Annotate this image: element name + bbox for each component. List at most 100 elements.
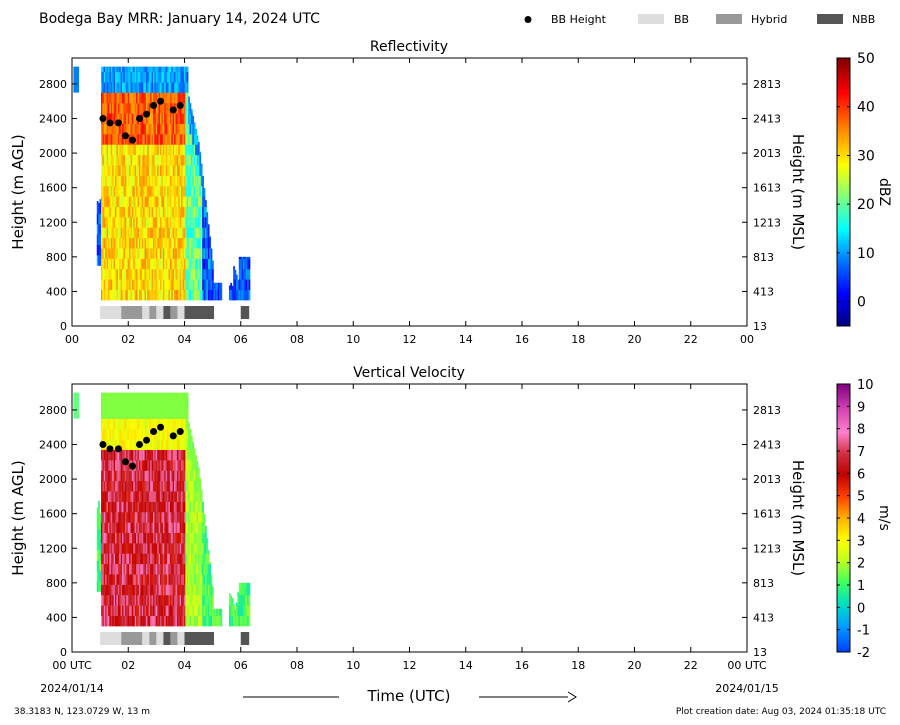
echo-cell (115, 470, 117, 482)
echo-cell (198, 141, 200, 145)
echo-cell (190, 268, 193, 280)
echo-cell (119, 418, 121, 430)
echo-cell (134, 66, 137, 73)
echo-cell (102, 615, 105, 627)
echo-cell (126, 268, 128, 280)
echo-cell (209, 279, 211, 290)
echo-cell (113, 71, 116, 83)
echo-cell (243, 584, 245, 596)
echo-cell (122, 154, 124, 166)
echo-cell (186, 397, 189, 409)
echo-cell (185, 594, 188, 606)
echo-cell (164, 574, 166, 585)
echo-cell (119, 491, 121, 502)
echo-cell (185, 82, 188, 93)
echo-cell (137, 397, 140, 409)
echo-cell (99, 560, 102, 572)
echo-cell (109, 113, 112, 124)
echo-cell (185, 428, 188, 440)
echo-cell (102, 206, 105, 218)
echo-cell (209, 268, 211, 280)
echo-cell (153, 553, 155, 565)
echo-cell (122, 392, 124, 399)
echo-cell (153, 574, 155, 585)
echo-cell (131, 449, 134, 461)
echo-cell (188, 439, 190, 450)
reflectivity-y2label: Height (m MSL) (789, 134, 807, 250)
echo-cell (145, 144, 148, 156)
y2-tick-label: 413 (753, 611, 774, 624)
echo-cell (108, 82, 110, 93)
echo-cell (162, 392, 165, 399)
echo-cell (175, 279, 178, 290)
echo-cell (164, 279, 166, 290)
echo-cell (126, 511, 128, 523)
echo-cell (240, 605, 242, 616)
echo-cell (131, 196, 134, 207)
echo-cell (209, 236, 211, 239)
echo-cell (171, 408, 173, 419)
echo-cell (202, 574, 204, 585)
echo-cell (120, 408, 123, 419)
echo-cell (183, 71, 186, 83)
echo-cell (102, 408, 105, 419)
echo-cell (108, 563, 110, 575)
echo-cell (96, 539, 99, 551)
echo-cell (189, 144, 192, 156)
echo-cell (196, 563, 199, 575)
echo-cell (130, 615, 133, 627)
echo-cell (119, 175, 121, 187)
echo-cell (117, 237, 120, 249)
echo-cell (206, 268, 209, 280)
echo-cell (157, 165, 159, 176)
echo-cell (110, 553, 113, 565)
echo-cell (198, 594, 200, 606)
echo-cell (158, 574, 161, 585)
echo-cell (179, 397, 182, 409)
echo-cell (155, 82, 158, 93)
echo-cell (233, 268, 235, 280)
echo-cell (247, 268, 249, 280)
echo-cell (158, 615, 161, 627)
echo-cell (119, 428, 121, 440)
echo-cell (120, 594, 123, 606)
echo-cell (113, 392, 116, 399)
echo-cell (150, 258, 152, 270)
echo-cell (129, 408, 131, 419)
echo-cell (119, 92, 121, 104)
echo-cell (140, 491, 143, 502)
echo-cell (122, 134, 124, 145)
echo-cell (133, 532, 136, 544)
x-tick-label: 16 (515, 659, 529, 672)
echo-cell (172, 165, 175, 176)
echo-cell (190, 175, 193, 187)
echo-cell (175, 66, 178, 73)
x-tick-label: 18 (571, 659, 585, 672)
echo-cell (147, 217, 150, 228)
echo-cell (205, 532, 207, 544)
echo-cell (248, 256, 251, 259)
echo-cell (162, 480, 165, 492)
echo-cell (165, 279, 168, 290)
echo-cell (185, 574, 188, 585)
echo-cell (133, 584, 136, 596)
echo-cell (157, 543, 159, 554)
echo-cell (161, 501, 164, 513)
echo-cell (153, 227, 155, 239)
echo-cell (206, 212, 209, 218)
echo-cell (109, 92, 112, 104)
echo-cell (203, 258, 206, 270)
echo-cell (165, 123, 168, 135)
echo-cell (108, 418, 110, 430)
echo-cell (130, 227, 133, 239)
echo-cell (136, 522, 138, 533)
echo-cell (141, 175, 144, 187)
echo-cell (122, 470, 124, 482)
y-tick-label: 2800 (39, 404, 67, 417)
echo-cell (136, 227, 138, 239)
echo-cell (165, 258, 168, 270)
echo-cell (130, 217, 133, 228)
echo-cell (137, 605, 140, 616)
echo-cell (137, 563, 140, 575)
